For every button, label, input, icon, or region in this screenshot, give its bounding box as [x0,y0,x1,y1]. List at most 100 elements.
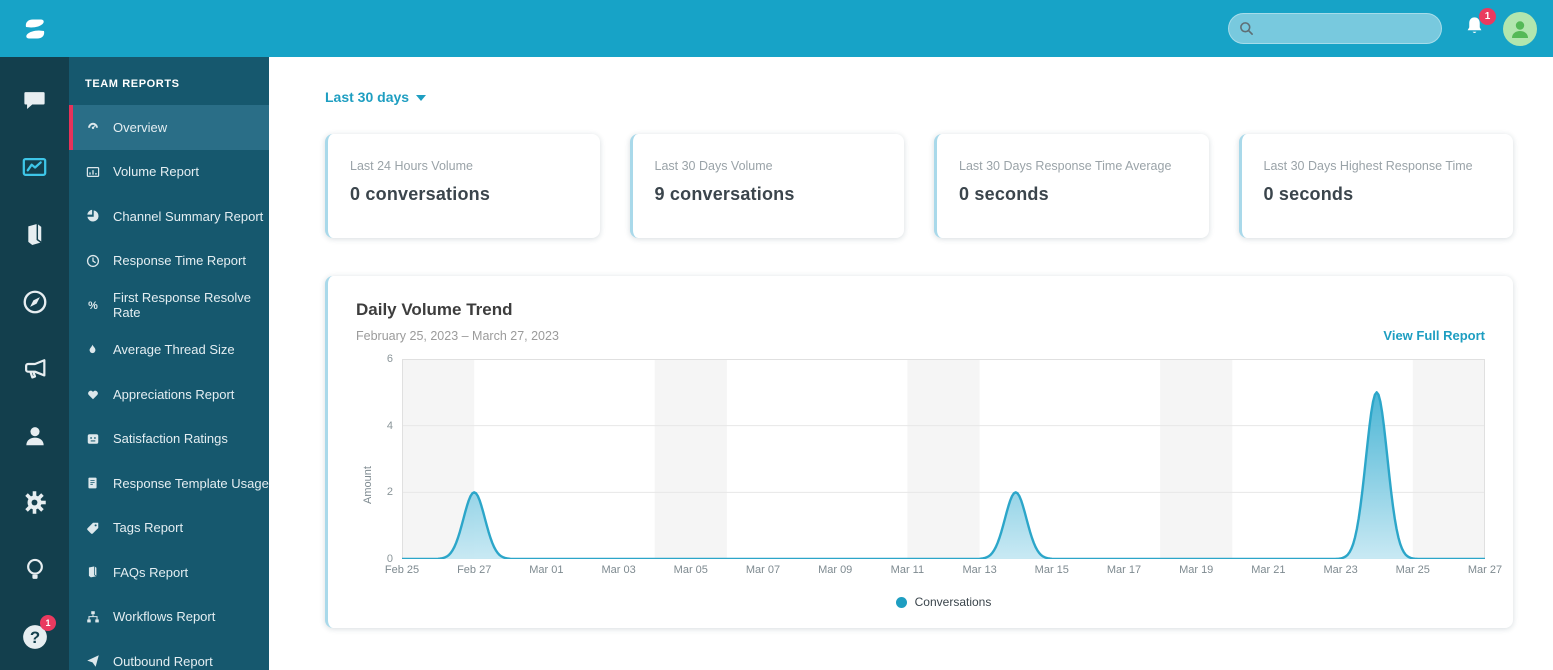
sidebar-item-label: Outbound Report [113,653,213,669]
search-input[interactable] [1260,21,1430,36]
y-tick-label: 4 [386,419,393,432]
plot: Feb 25 Feb 27 Mar 01 Mar 03 Mar 05 Mar 07 Mar … [385,359,1502,610]
sidebar-item-response-template-usage[interactable]: Response Template Usage [69,461,269,506]
chart-date-range: February 25, 2023 – March 27, 2023 [356,329,559,343]
x-tick-label: Mar 21 [1251,564,1286,576]
x-tick-label: Mar 13 [962,564,997,576]
sidebar-item-overview[interactable]: Overview [69,105,269,150]
sidebar-item-label: Overview [113,119,168,135]
sidebar-item-channel-summary-report[interactable]: Channel Summary Report [69,194,269,239]
sidebar-item-label: Tags Report [113,520,184,536]
rail-item-lightbulb[interactable] [0,536,69,603]
date-filter-label: Last 30 days [325,89,410,105]
pie-chart-icon [85,209,100,223]
sidebar-item-label: First Response Resolve Rate [113,290,251,321]
x-tick-label: Mar 05 [673,564,708,576]
svg-text:?: ? [29,627,39,646]
legend-label: Conversations [914,595,992,609]
knowledge-book-icon [21,221,48,248]
rail-item-gear[interactable] [0,469,69,536]
stat-card-value: 9 conversations [654,184,795,204]
flame-icon [85,343,100,357]
stat-card: Last 30 Days Response Time Average 0 sec… [934,134,1209,238]
sidebar-item-average-thread-size[interactable]: Average Thread Size [69,328,269,373]
sidebar-title: TEAM REPORTS [85,78,180,90]
stat-card-label: Last 24 Hours Volume [350,159,473,173]
chart-legend: Conversations [402,594,1485,610]
x-tick-label: Feb 25 [384,564,420,576]
sidebar-item-label: Volume Report [113,164,199,180]
stat-card: Last 30 Days Volume 9 conversations [629,134,904,238]
document-icon [85,476,100,490]
sidebar-item-tags-report[interactable]: Tags Report [69,506,269,551]
x-tick-label: Mar 25 [1395,564,1430,576]
x-tick-label: Mar 01 [529,564,564,576]
chart-title: Daily Volume Trend [356,300,513,319]
x-tick-label: Mar 07 [745,564,781,576]
icon-rail: ? 1 [0,57,69,670]
person-icon [22,423,48,449]
sidebar-item-label: Satisfaction Ratings [113,431,228,447]
sidebar-item-label: Workflows Report [113,609,216,625]
stat-card-label: Last 30 Days Highest Response Time [1263,159,1473,173]
stat-card-value: 0 seconds [959,184,1049,204]
caret-down-icon [416,95,427,101]
y-tick-label: 6 [386,353,393,365]
y-tick-label: 0 [386,553,393,565]
lightbulb-icon [22,556,48,583]
legend-dot-icon [895,596,907,608]
rail-item-megaphone[interactable] [0,335,69,402]
bell-icon [1467,17,1482,33]
heart-icon [85,388,100,401]
daily-volume-trend-card: Daily Volume Trend February 25, 2023 – M… [325,276,1513,628]
rail-item-compass[interactable] [0,268,69,335]
sidebar-item-workflows-report[interactable]: Workflows Report [69,595,269,640]
rail-item-knowledge-book[interactable] [0,201,69,268]
search-box[interactable] [1228,13,1442,44]
rail-item-person[interactable] [0,402,69,469]
svg-text:%: % [88,300,98,312]
compass-icon [21,288,49,316]
tag-icon [85,521,100,535]
sidebar-item-faqs-report[interactable]: FAQs Report [69,550,269,595]
rail-item-reports[interactable] [0,134,69,201]
main-content: Last 30 days Last 24 Hours Volume 0 conv… [269,57,1553,670]
x-tick-label: Mar 17 [1106,564,1142,576]
chart-area: Amount 0 2 4 6 Feb 25 Feb 27 Mar 01 Mar 03 Mar … [356,353,1502,610]
stat-card-label: Last 30 Days Response Time Average [959,159,1172,173]
notifications-button[interactable]: 1 [1464,8,1496,42]
reports-icon [20,154,49,181]
sidebar-item-first-response-resolve-rate[interactable]: % First Response Resolve Rate [69,283,269,328]
rail-item-help[interactable]: ? 1 [0,603,69,670]
x-tick-label: Mar 03 [601,564,636,576]
user-avatar[interactable] [1503,11,1537,46]
x-tick-label: Feb 27 [457,564,492,576]
help-badge: 1 [40,615,56,631]
percent-icon: % [85,298,100,312]
sidebar-item-label: FAQs Report [113,564,189,580]
topbar: 1 [0,0,1553,57]
stat-card-value: 0 conversations [350,184,491,204]
date-filter-dropdown[interactable]: Last 30 days [325,89,427,105]
x-axis: Feb 25 Feb 27 Mar 01 Mar 03 Mar 05 Mar 07 Mar … [385,564,1502,580]
sidebar-item-satisfaction-ratings[interactable]: Satisfaction Ratings [69,417,269,462]
clock-icon [85,254,100,268]
megaphone-icon [21,355,49,383]
rail-item-chat[interactable] [0,67,69,134]
sidebar-item-appreciations-report[interactable]: Appreciations Report [69,372,269,417]
stat-card-value: 0 seconds [1263,184,1354,204]
paper-plane-icon [85,654,100,668]
sitemap-icon [85,610,100,624]
smiley-icon [85,432,100,446]
sidebar-item-outbound-report[interactable]: Outbound Report [69,639,269,670]
sidebar-item-label: Channel Summary Report [113,208,264,224]
x-tick-label: Mar 23 [1323,564,1358,576]
y-axis: Amount 0 2 4 6 [356,353,402,610]
sidebar-item-response-time-report[interactable]: Response Time Report [69,239,269,284]
y-axis-label: Amount [362,465,374,504]
view-full-report-link[interactable]: View Full Report [1383,328,1485,343]
help-icon: ? [20,622,50,652]
sidebar-item-volume-report[interactable]: Volume Report [69,150,269,195]
app-logo-icon[interactable] [20,14,50,44]
sidebar-item-label: Appreciations Report [113,386,235,402]
